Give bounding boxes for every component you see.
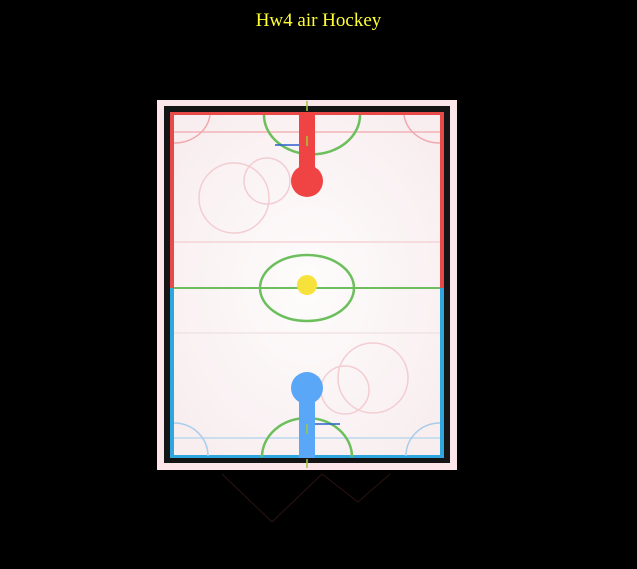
shadow-lines — [221, 473, 391, 523]
motion-trails — [198, 157, 409, 415]
corner-arcs — [173, 114, 441, 457]
page-title: Hw4 air Hockey — [255, 10, 382, 31]
red-paddle-icon[interactable] — [275, 112, 323, 197]
center-circle — [258, 253, 356, 323]
blue-paddle-icon[interactable] — [291, 372, 340, 458]
puck-icon[interactable] — [297, 275, 317, 295]
